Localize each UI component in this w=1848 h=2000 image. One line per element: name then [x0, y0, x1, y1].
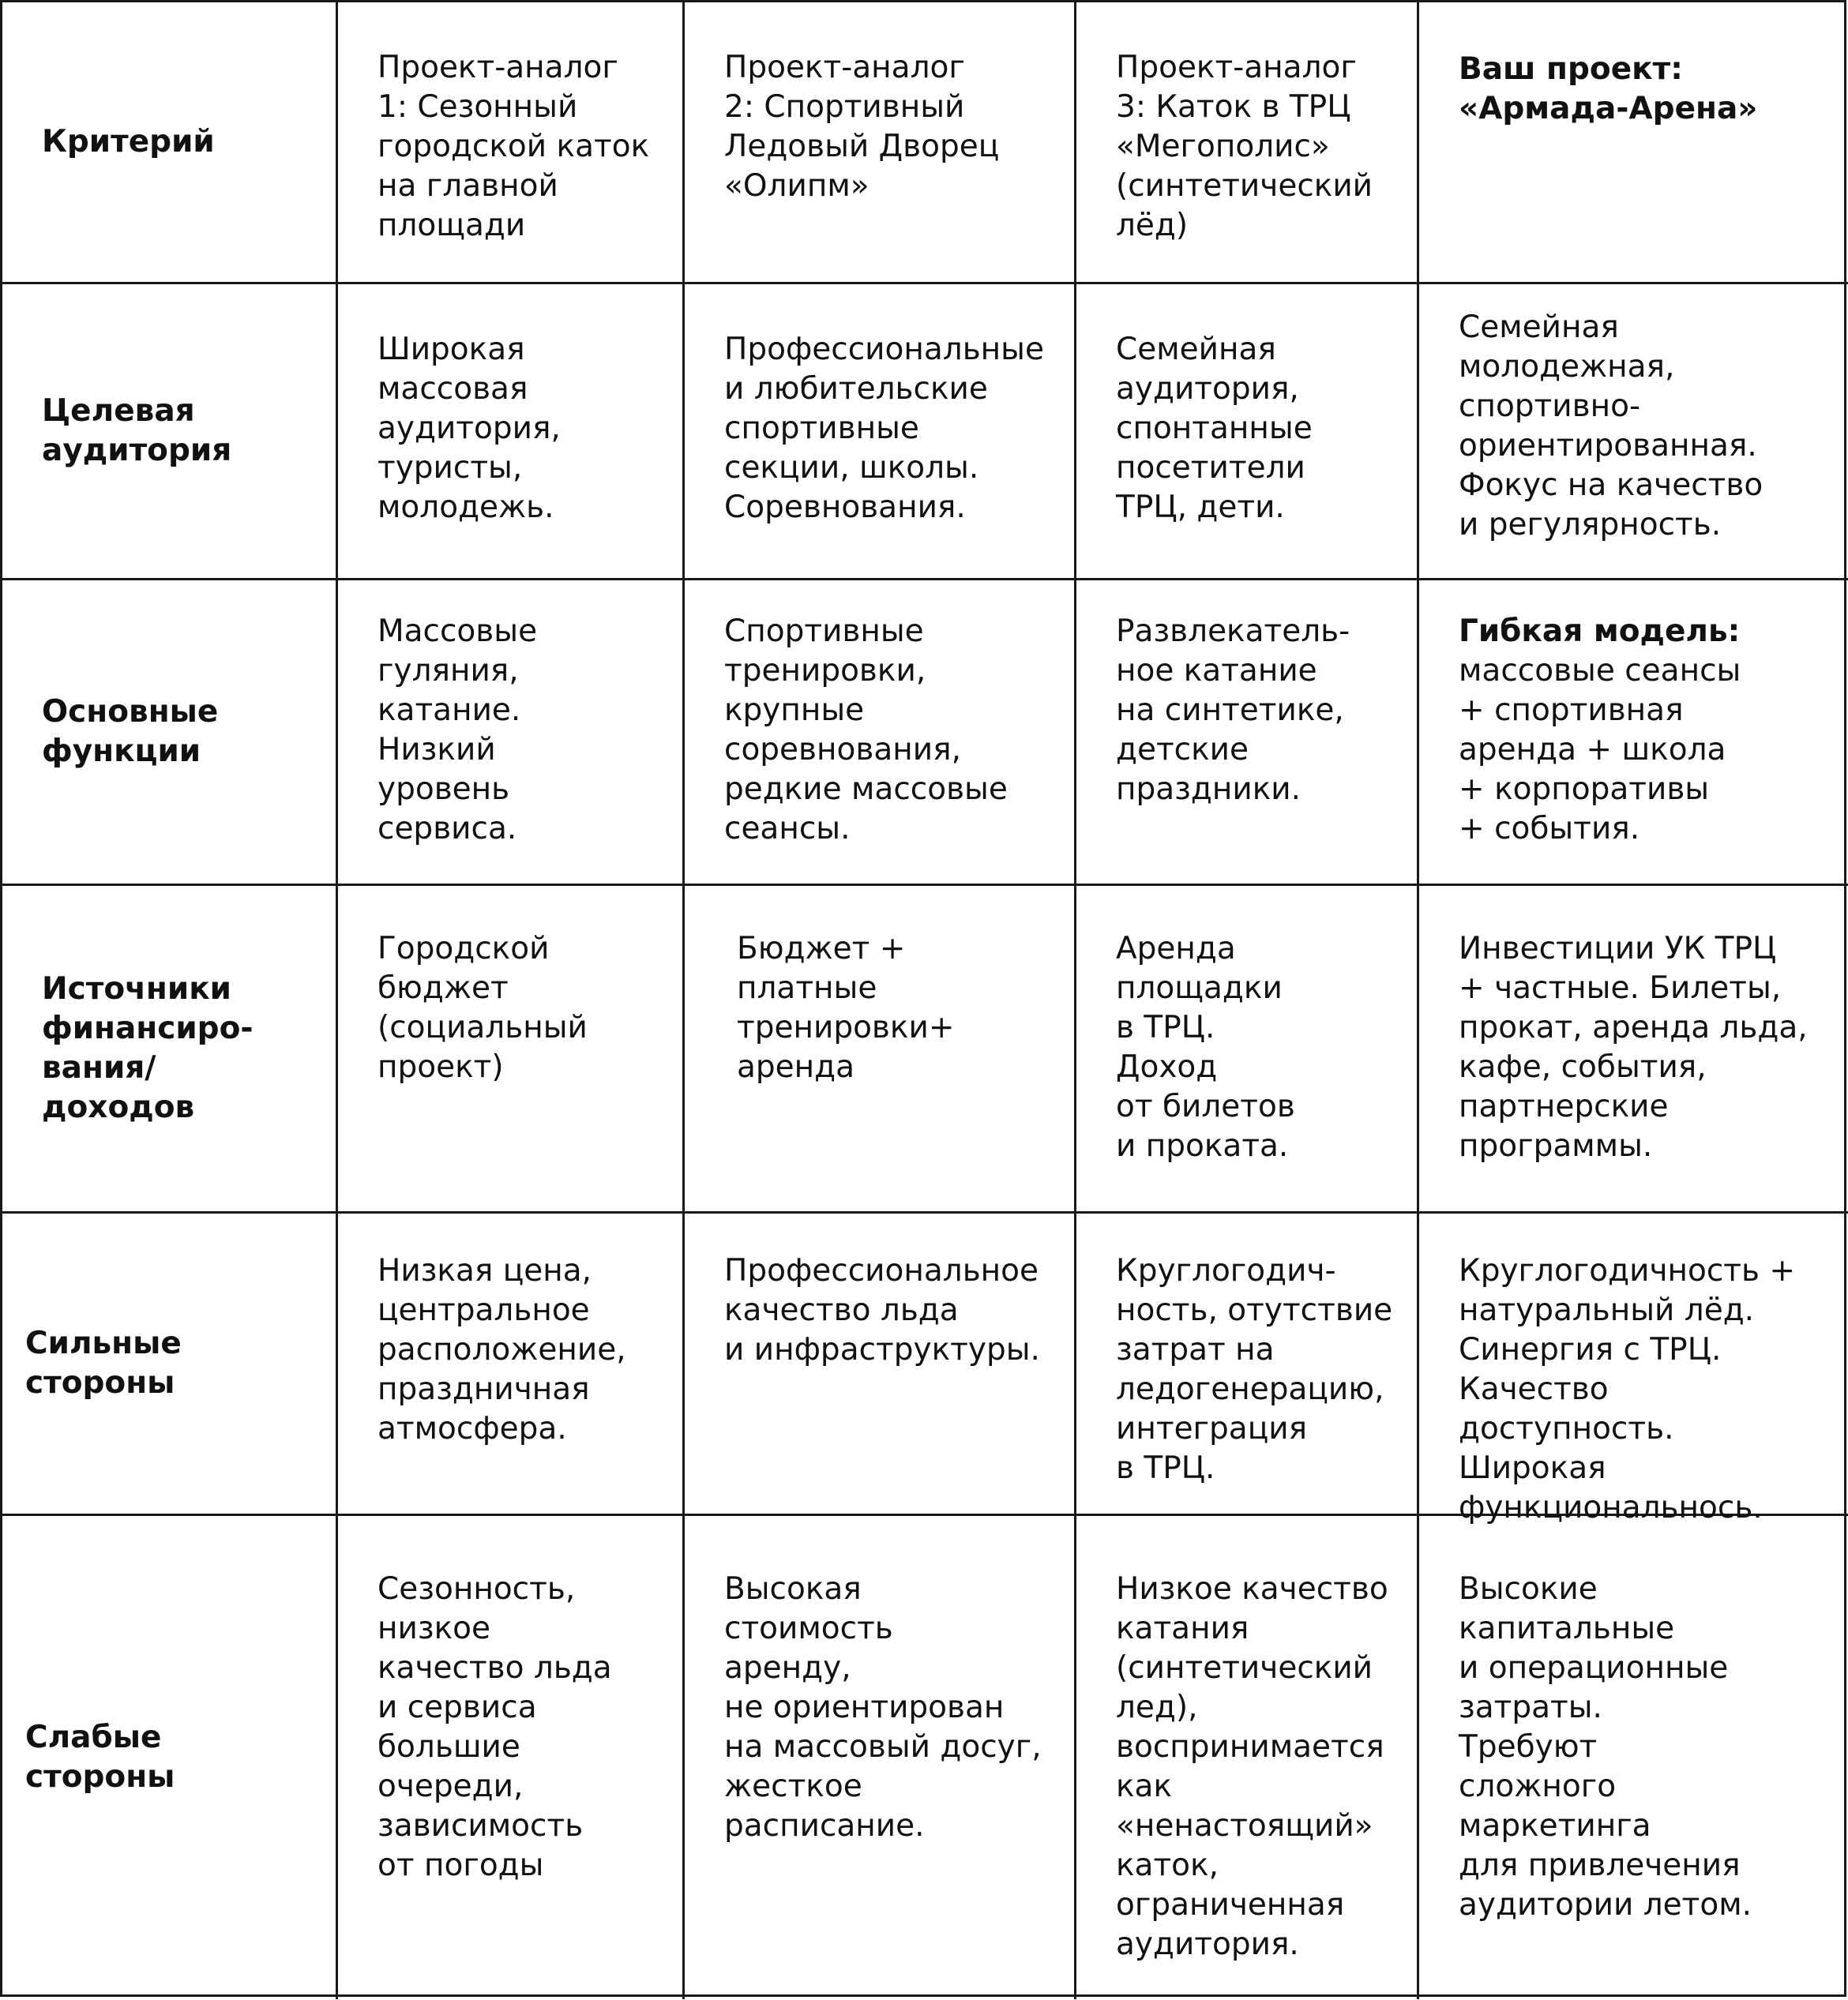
criterion-audience: Целевая аудитория	[2, 284, 338, 580]
table-cell: Высокая стоимость аренду, не ориентирова…	[685, 1516, 1076, 1999]
table-cell: Профессиональные и любительские спортивн…	[685, 284, 1076, 580]
table-cell: Профессиональное качество льда и инфраст…	[685, 1214, 1076, 1516]
table-cell: Семейная аудитория, спонтанные посетител…	[1076, 284, 1419, 580]
criterion-financing: Источники финансиро- вания/ доходов	[2, 886, 338, 1214]
table-cell: Бюджет + платные тренировки+ аренда	[685, 886, 1076, 1214]
table-cell: Круглогодич- ность, отутствие затрат на …	[1076, 1214, 1419, 1516]
table-cell: Аренда площадки в ТРЦ. Доход от билетов …	[1076, 886, 1419, 1214]
table-cell: Круглогодичность + натуральный лёд. Сине…	[1419, 1214, 1848, 1525]
criterion-functions: Основные функции	[2, 580, 338, 886]
table-cell: Развлекатель- ное катание на синтетике, …	[1076, 580, 1419, 886]
table-cell: Массовые гуляния, катание. Низкий уровен…	[338, 580, 685, 886]
header-analog-1: Проект-аналог 1: Сезонный городской като…	[338, 2, 685, 284]
table-cell: Спортивные тренировки, крупные соревнова…	[685, 580, 1076, 886]
table-cell: Широкая массовая аудитория, туристы, мол…	[338, 284, 685, 580]
table-cell: Инвестиции УК ТРЦ + частные. Билеты, про…	[1419, 886, 1848, 1214]
table-cell: Сезонность, низкое качество льда и серви…	[338, 1516, 685, 1999]
table-cell: Низкое качество катания (синтетический л…	[1076, 1516, 1419, 1999]
table-cell: Низкая цена, центральное расположение, п…	[338, 1214, 685, 1516]
table-cell: Высокие капитальные и операционные затра…	[1459, 1571, 1752, 1923]
criterion-weaknesses: Слабые стороны	[2, 1516, 338, 1999]
criterion-strengths: Сильные стороны	[2, 1214, 338, 1516]
table-cell: Гибкая модель: массовые сеансы + спортивн…	[1419, 580, 1848, 886]
table-cell: Семейная молодежная, спортивно- ориентир…	[1419, 284, 1848, 580]
header-analog-3: Проект-аналог 3: Каток в ТРЦ «Мегополис»…	[1076, 2, 1419, 284]
header-analog-2: Проект-аналог 2: Спортивный Ледовый Двор…	[685, 2, 1076, 284]
table-cell: Городской бюджет (социальный проект)	[338, 886, 685, 1214]
header-your-project: Ваш проект: «Армада-Арена»	[1419, 2, 1848, 284]
table-cell-text: массовые сеансы + спортивная аренда + шк…	[1459, 653, 1741, 846]
header-criterion: Критерий	[2, 2, 338, 284]
flexible-model-label: Гибкая модель:	[1459, 614, 1741, 649]
